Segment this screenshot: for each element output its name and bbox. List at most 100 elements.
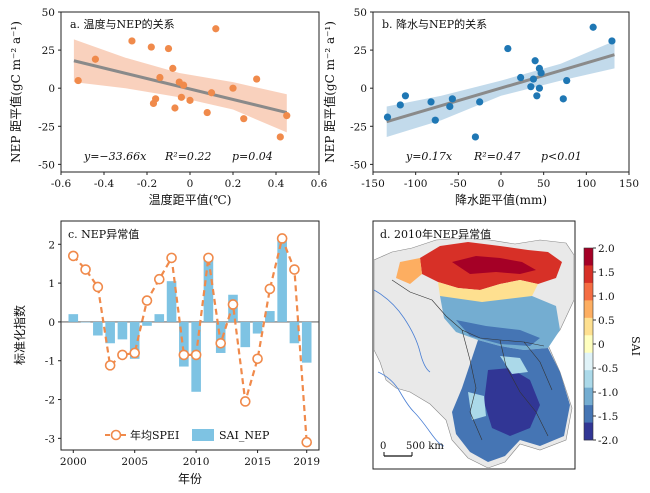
spei-marker: [104, 360, 116, 371]
panel-a-x-ticks: -0.6 -0.4 -0.2 0 0.2 0.4 0.6: [51, 172, 328, 190]
y-tick-label: 0: [360, 83, 367, 95]
colorbar-cell: [584, 317, 593, 336]
y-tick-label: -50: [350, 159, 367, 171]
x-tick-label: -150: [361, 178, 385, 190]
scatter-point: [169, 64, 177, 72]
panel-c-spei-markers: [67, 233, 313, 448]
panel-b-precipitation-scatter: -150 -100 -50 0 50 100 150 50 25 0 -25 -50 b. 降水与N…: [322, 7, 639, 207]
scatter-point: [427, 98, 435, 106]
map-strong-positive-anomaly: [452, 256, 536, 274]
x-tick-label: -0.6: [51, 178, 72, 190]
scatter-point: [448, 95, 456, 103]
scale-bar-label: 500 km: [406, 441, 444, 452]
scatter-point: [203, 108, 211, 117]
map-river-south: [377, 371, 445, 447]
panel-b-xlabel: 降水距平值(mm): [455, 192, 547, 207]
b-fit-segment: [386, 53, 615, 124]
scatter-point: [91, 55, 99, 63]
panel-b-r2: R²=0.47: [473, 150, 520, 163]
scatter-point: [431, 116, 439, 124]
scatter-point: [533, 92, 541, 100]
colorbar-cell: [584, 282, 593, 301]
x-tick-label: 2019: [293, 456, 320, 468]
scatter-point: [527, 83, 535, 91]
sai-bar: [277, 240, 287, 322]
scatter-point: [531, 57, 539, 65]
colorbar-tick-label: -2.0: [598, 435, 618, 447]
panel-c-title: c. NEP异常值: [68, 228, 139, 241]
x-tick-label: 0.4: [268, 178, 285, 190]
colorbar-cell: [584, 265, 593, 284]
sai-bar: [166, 281, 177, 322]
panel-b-equation: y=0.17x: [405, 150, 453, 163]
colorbar-cell: [584, 335, 593, 354]
sai-bar: [142, 321, 152, 326]
y-tick-label: 0: [48, 83, 55, 95]
panel-b-x-ticks: -150 -100 -50 0 50 100 150: [361, 172, 639, 190]
sai-bar: [68, 314, 79, 322]
scatter-point: [171, 104, 179, 112]
colorbar-tick-label: -1.0: [598, 387, 618, 399]
map-body: [374, 237, 574, 468]
panel-a-xlabel: 温度距平值(℃): [149, 192, 232, 207]
scatter-point: [212, 25, 220, 33]
scatter-point: [128, 37, 136, 45]
sai-bar: [179, 321, 189, 367]
scatter-point: [147, 43, 155, 51]
sai-bar: [154, 314, 165, 322]
x-tick-label: 2000: [60, 456, 87, 468]
spei-marker: [203, 252, 214, 264]
panel-a-r2: R²=0.22: [164, 150, 211, 163]
spei-marker: [129, 347, 141, 359]
spei-marker: [141, 295, 153, 306]
colorbar-tick-label: 1.0: [598, 291, 615, 303]
colorbar-ticks: 2.0 1.5 1.0 0.5 0 -0.5 -1.0 -1.5 -2.0: [593, 243, 618, 447]
x-tick-label: -100: [404, 178, 428, 190]
scatter-point: [401, 92, 410, 100]
sai-bar: [252, 321, 263, 334]
legend-spei-marker: [110, 429, 122, 441]
x-tick-label: 50: [537, 178, 550, 190]
scatter-point: [608, 37, 616, 45]
spei-marker: [190, 349, 202, 361]
panel-a-y-ticks: 50 25 0 -25 -50: [38, 7, 61, 171]
x-tick-label: 0: [498, 178, 505, 190]
y-tick-label: -1: [45, 356, 55, 368]
sai-bar: [301, 321, 312, 363]
y-tick-label: 2: [48, 239, 55, 251]
spei-marker: [80, 264, 91, 275]
y-tick-label: -25: [38, 121, 55, 133]
colorbar-tick-label: 0: [598, 339, 605, 351]
sai-bar: [80, 321, 91, 323]
scatter-point: [517, 73, 525, 82]
scatter-point: [276, 133, 284, 141]
scatter-point: [74, 76, 82, 85]
x-tick-label: 2010: [183, 456, 210, 468]
spei-marker: [239, 396, 251, 407]
spei-marker: [276, 233, 288, 244]
scatter-point: [383, 113, 392, 121]
sai-bar: [105, 321, 115, 344]
colorbar-tick-label: 1.5: [598, 267, 615, 279]
panel-b-p: p<0.01: [541, 150, 582, 163]
y-tick-label: 1: [48, 278, 55, 290]
spei-marker: [301, 436, 313, 448]
y-tick-label: -2: [45, 395, 55, 407]
sai-bar: [240, 321, 251, 348]
spei-marker: [215, 337, 227, 349]
colorbar-cells: [583, 247, 594, 441]
scatter-point: [471, 133, 479, 141]
map-country-borders: [391, 279, 553, 441]
sai-bar: [289, 321, 300, 344]
x-tick-label: 150: [619, 178, 639, 190]
panel-a-ylabel: NEP 距平值(gC m⁻² a⁻¹): [8, 21, 23, 163]
x-tick-label: -0.2: [137, 178, 157, 190]
panel-c-ylabel: 标准化指数: [12, 305, 27, 365]
x-tick-label: 2005: [121, 456, 148, 468]
spei-marker: [178, 349, 190, 361]
map-river-west: [374, 289, 431, 373]
panel-c-x-ticks: 2000 2005 2010 2015 2019: [60, 450, 320, 468]
map-negative-central-strong: [456, 320, 540, 346]
scatter-point: [186, 96, 194, 104]
spei-marker: [252, 353, 263, 365]
